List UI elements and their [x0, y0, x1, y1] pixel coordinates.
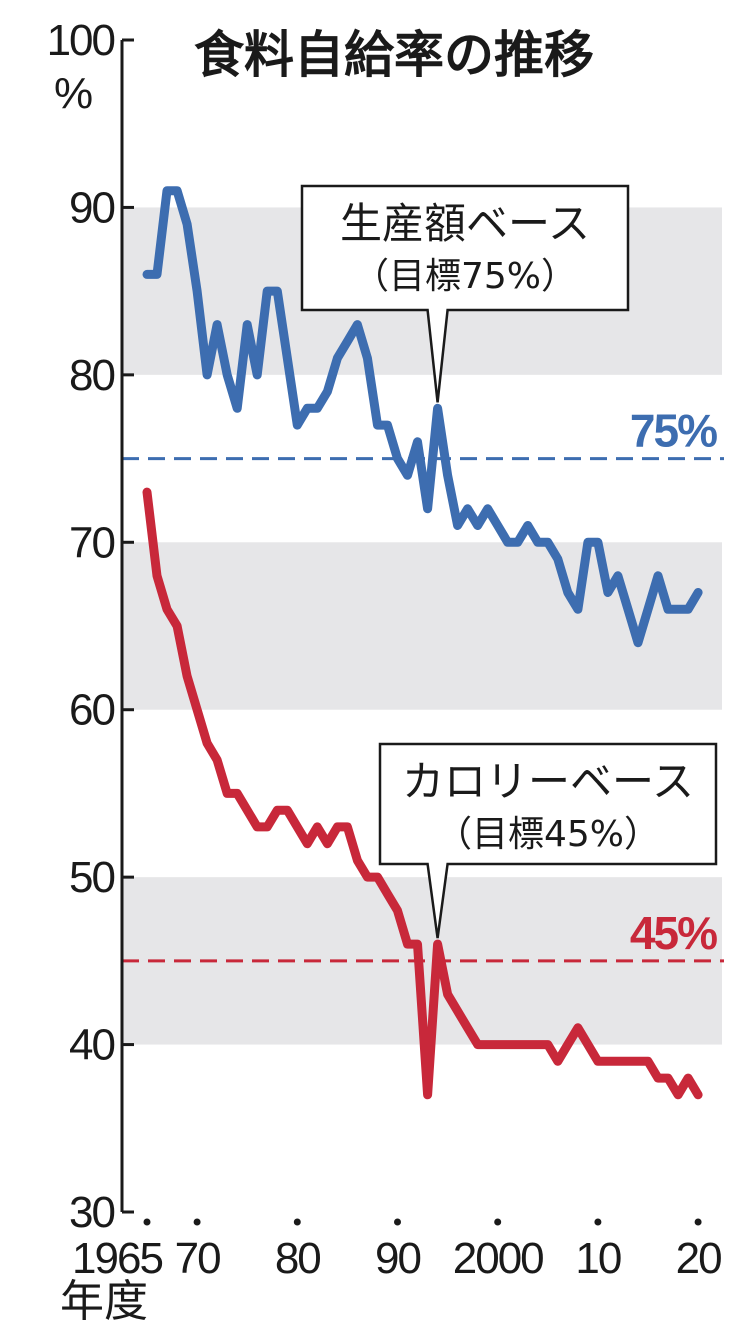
x-tick-label: 80: [275, 1234, 320, 1283]
callout-title: カロリーベース: [402, 757, 694, 806]
y-tick-label: 100: [47, 16, 115, 65]
x-tick-label: 90: [375, 1234, 420, 1283]
x-tick-dot: [394, 1218, 401, 1226]
band-1: [122, 542, 722, 710]
callout-subtitle: （目標75%）: [353, 256, 577, 297]
y-tick-label: 90: [69, 183, 114, 232]
x-tick-dot: [293, 1218, 301, 1226]
callout-title: 生産額ベース: [340, 199, 590, 248]
target-label: 75%: [630, 405, 717, 457]
x-axis-ticks: 1965 70 80 90 2000 10 20: [72, 1218, 723, 1283]
series-line-0: [142, 186, 703, 648]
chart-title: 食料自給率の推移: [194, 26, 594, 84]
y-tick-label: 30: [69, 1188, 114, 1237]
callout-box: [300, 184, 630, 403]
x-tick-label: 10: [575, 1234, 620, 1283]
y-tick-label: 50: [69, 853, 114, 902]
y-axis-ticks: 100 90 80 70 60 50 40 30: [47, 16, 134, 1237]
series-line-1: [142, 487, 703, 1100]
x-tick-dot: [193, 1218, 201, 1226]
x-tick-label: 2000: [453, 1234, 543, 1283]
series-lines: [142, 186, 703, 1100]
x-tick-dot: [494, 1218, 502, 1226]
callout-subtitle: （目標45%）: [436, 814, 660, 855]
y-tick-label: 70: [69, 518, 114, 567]
y-tick-label: 80: [69, 351, 114, 400]
callouts: 生産額ベース （目標75%） カロリーベース （目標45%）: [300, 184, 718, 939]
x-tick-label: 70: [175, 1234, 220, 1283]
x-unit-label: 年度: [60, 1277, 148, 1326]
target-label: 45%: [630, 907, 717, 959]
x-tick-label: 20: [676, 1234, 721, 1283]
x-tick-dot: [143, 1218, 151, 1226]
x-tick-label: 1965: [72, 1234, 162, 1283]
x-tick-dot: [594, 1218, 602, 1226]
y-tick-label: 60: [69, 686, 114, 735]
callout-box: [378, 742, 718, 939]
y-tick-label: 40: [69, 1021, 114, 1070]
y-unit-label: %: [54, 69, 93, 118]
x-tick-dot: [694, 1218, 702, 1226]
